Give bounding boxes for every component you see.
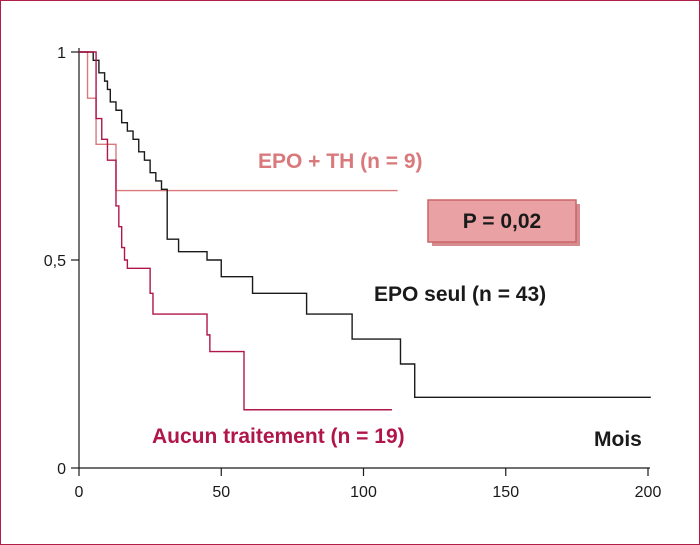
curve-aucun (79, 51, 392, 411)
series-label-aucun: Aucun traitement (n = 19) (152, 425, 405, 448)
y-tick-label: 1 (57, 45, 66, 62)
x-ticks: 0 50 100 150 200 (75, 468, 662, 501)
p-value-box (427, 199, 577, 243)
survival-curves (79, 51, 651, 411)
y-tick-label: 0 (57, 461, 66, 478)
x-tick-label: 100 (350, 484, 377, 501)
y-tick-label: 0,5 (44, 253, 66, 270)
curve-epo-seul (79, 51, 651, 398)
x-tick-label: 50 (212, 484, 230, 501)
x-axis-title: Mois (594, 428, 642, 451)
series-label-epo-th: EPO + TH (n = 9) (258, 150, 423, 173)
y-ticks: 00,51 (44, 45, 79, 478)
x-tick-label: 150 (492, 484, 519, 501)
series-label-epo-seul: EPO seul (n = 43) (374, 283, 546, 306)
x-tick-label: 0 (75, 484, 84, 501)
x-tick-label: 200 (635, 484, 662, 501)
p-value-text: P = 0,02 (463, 210, 541, 233)
